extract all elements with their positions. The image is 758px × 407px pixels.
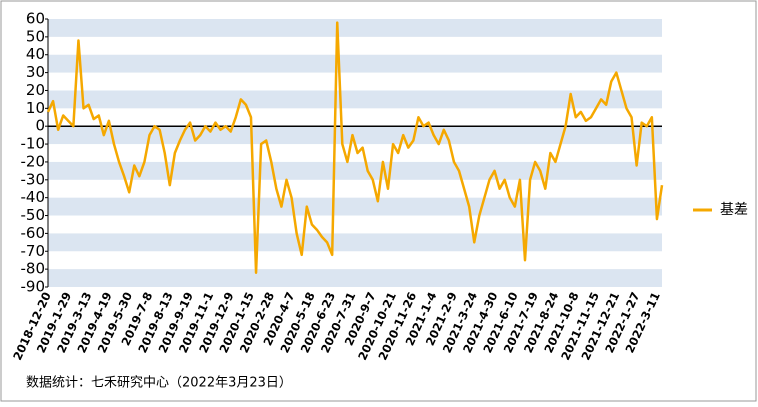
y-tick-label: -30 [21, 170, 46, 188]
grid-band [48, 54, 662, 73]
y-tick-label: -70 [21, 242, 46, 260]
y-tick-label: 0 [35, 117, 45, 135]
y-tick-label: -60 [21, 224, 46, 242]
y-tick-label: 10 [26, 99, 45, 117]
grid-band [48, 19, 662, 37]
y-tick-label: 30 [26, 63, 45, 81]
y-tick-label: -90 [21, 278, 46, 296]
y-tick-label: -20 [21, 152, 46, 170]
data-line [46, 21, 664, 274]
grid-band [48, 269, 662, 287]
grid-band [48, 233, 662, 252]
grid-band [48, 90, 662, 109]
y-tick-label: 50 [26, 27, 45, 45]
grid-band [48, 161, 662, 180]
y-tick-label: -50 [21, 206, 46, 224]
y-tick-label: -80 [21, 260, 46, 278]
y-tick-label: 40 [26, 45, 45, 63]
legend-label: 基差 [720, 201, 748, 218]
y-tick-label: -10 [21, 135, 46, 153]
source-note: 数据统计：七禾研究中心（2022年3月23日） [26, 376, 292, 391]
y-tick-label: 60 [26, 10, 45, 28]
y-tick-label: -40 [21, 188, 46, 206]
grid-band [48, 197, 662, 216]
y-tick-label: 20 [26, 81, 45, 99]
